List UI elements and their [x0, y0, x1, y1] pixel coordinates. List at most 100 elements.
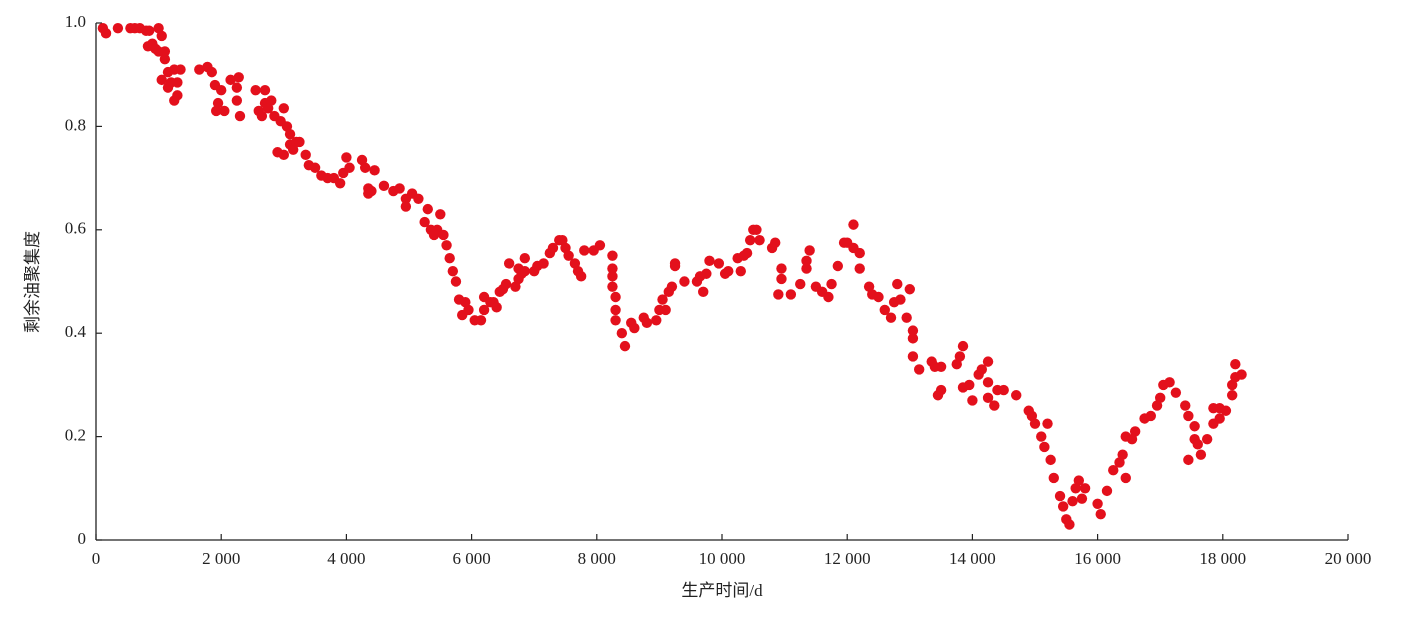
- scatter-point: [776, 263, 787, 274]
- scatter-point: [1155, 392, 1166, 404]
- scatter-point: [1117, 449, 1128, 460]
- scatter-point: [503, 258, 515, 269]
- scatter-point: [1048, 472, 1059, 484]
- y-axis-label: 剩余油聚集度: [23, 231, 42, 333]
- scatter-point: [579, 245, 590, 256]
- scatter-point: [206, 66, 218, 78]
- scatter-point: [278, 103, 289, 114]
- scatter-point: [219, 105, 230, 117]
- scatter-point: [1226, 390, 1238, 401]
- scatter-point: [895, 294, 906, 305]
- scatter-point: [1129, 426, 1141, 437]
- scatter-point: [394, 183, 405, 194]
- x-axis-label: 生产时间/d: [681, 581, 763, 600]
- scatter-point: [1045, 454, 1056, 466]
- scatter-point: [259, 85, 271, 96]
- scatter-point: [159, 53, 171, 65]
- scatter-point: [907, 325, 919, 336]
- scatter-point: [1076, 493, 1088, 504]
- scatter-point: [770, 237, 781, 248]
- scatter-point: [735, 265, 746, 277]
- scatter-point: [801, 263, 812, 274]
- scatter-point: [1195, 449, 1207, 460]
- scatter-point: [679, 276, 690, 287]
- scatter-point: [1079, 483, 1091, 494]
- scatter-point: [885, 312, 897, 323]
- x-tick-label: 0: [92, 549, 101, 568]
- scatter-point: [1064, 519, 1075, 530]
- scatter-point: [1236, 369, 1247, 380]
- scatter-point: [666, 281, 678, 292]
- scatter-point: [159, 46, 171, 57]
- scatter-point: [1170, 387, 1182, 398]
- x-tick-label: 20 000: [1325, 549, 1372, 568]
- scatter-point: [607, 271, 618, 282]
- scatter-point: [169, 64, 180, 75]
- scatter-point: [879, 304, 890, 316]
- scatter-point: [1120, 472, 1131, 484]
- scatter-point: [651, 315, 662, 326]
- scatter-point: [1214, 413, 1225, 424]
- scatter-point: [892, 278, 903, 290]
- scatter-point: [100, 28, 112, 39]
- scatter-point: [172, 90, 183, 101]
- scatter-point: [641, 317, 653, 329]
- scatter-point: [913, 364, 925, 375]
- scatter-point: [369, 165, 380, 176]
- x-tick-label: 16 000: [1074, 549, 1121, 568]
- scatter-point: [713, 258, 725, 269]
- scatter-point: [976, 364, 987, 375]
- scatter-point: [854, 263, 865, 274]
- scatter-point: [826, 278, 837, 290]
- scatter-point: [998, 384, 1009, 396]
- scatter-point: [607, 281, 618, 292]
- scatter-point: [266, 95, 277, 106]
- scatter-point: [463, 304, 474, 316]
- scatter-point: [444, 253, 455, 264]
- scatter-point: [144, 25, 155, 36]
- scatter-point: [901, 312, 912, 323]
- scatter-point: [657, 294, 668, 305]
- scatter-point: [413, 193, 424, 204]
- scatter-point: [1073, 475, 1085, 486]
- scatter-point: [441, 240, 452, 251]
- scatter-point: [873, 291, 884, 303]
- scatter-point: [359, 162, 371, 173]
- scatter-point: [538, 258, 549, 269]
- scatter-point: [904, 284, 915, 295]
- scatter-point: [776, 273, 787, 285]
- scatter-point: [823, 291, 834, 303]
- scatter-point: [547, 242, 559, 254]
- scatter-point: [954, 351, 966, 362]
- scatter-point: [156, 30, 167, 42]
- scatter-point: [435, 209, 446, 220]
- scatter-point: [341, 152, 352, 163]
- scatter-point: [491, 302, 502, 313]
- scatter-point: [500, 278, 512, 290]
- scatter-point: [701, 268, 712, 279]
- scatter-point: [594, 240, 606, 251]
- scatter-point: [1036, 431, 1047, 442]
- scatter-point: [907, 333, 919, 344]
- scatter-point: [698, 286, 709, 298]
- scatter-point: [957, 340, 969, 352]
- scatter-point: [801, 255, 812, 267]
- scatter-point: [1183, 454, 1194, 466]
- scatter-point: [210, 105, 222, 117]
- scatter-point: [156, 74, 167, 86]
- scatter-point: [607, 250, 618, 261]
- scatter-point: [344, 162, 355, 173]
- scatter-point: [1201, 433, 1213, 445]
- scatter-point: [478, 304, 490, 316]
- scatter-point: [1029, 418, 1041, 429]
- scatter-point: [629, 322, 640, 334]
- scatter-point: [935, 384, 947, 396]
- scatter-point: [854, 247, 865, 259]
- x-tick-label: 2 000: [202, 549, 240, 568]
- y-tick-label: 0.6: [65, 219, 86, 238]
- x-tick-label: 4 000: [327, 549, 365, 568]
- scatter-point: [1057, 501, 1069, 512]
- scatter-point: [982, 356, 994, 367]
- scatter-point: [366, 185, 377, 197]
